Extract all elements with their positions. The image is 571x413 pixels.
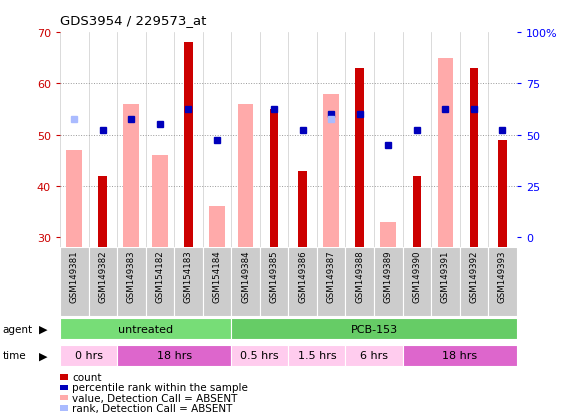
Bar <box>437 59 453 248</box>
Bar <box>298 171 307 248</box>
Bar <box>374 248 403 316</box>
Bar <box>152 156 168 248</box>
Text: GSM149393: GSM149393 <box>498 250 507 302</box>
Bar <box>231 345 288 366</box>
Text: PCB-153: PCB-153 <box>351 324 397 334</box>
Text: GSM149390: GSM149390 <box>412 250 421 302</box>
Text: GSM149385: GSM149385 <box>270 250 279 302</box>
Text: agent: agent <box>3 324 33 334</box>
Bar <box>380 222 396 248</box>
Text: GSM149391: GSM149391 <box>441 250 450 302</box>
Bar <box>60 395 69 401</box>
Text: ▶: ▶ <box>39 351 47 361</box>
Text: GSM149384: GSM149384 <box>241 250 250 302</box>
Text: 0 hrs: 0 hrs <box>74 351 103 361</box>
Bar <box>60 406 69 411</box>
Bar <box>203 248 231 316</box>
Bar <box>231 318 517 339</box>
Text: 6 hrs: 6 hrs <box>360 351 388 361</box>
Text: GSM154183: GSM154183 <box>184 250 193 302</box>
Bar <box>323 95 339 248</box>
Bar <box>123 104 139 248</box>
Bar <box>60 385 69 390</box>
Bar <box>117 345 231 366</box>
Bar <box>174 248 203 316</box>
Bar <box>117 248 146 316</box>
Bar <box>488 248 517 316</box>
Bar <box>345 345 403 366</box>
Text: 18 hrs: 18 hrs <box>156 351 192 361</box>
Bar <box>460 248 488 316</box>
Bar <box>98 176 107 248</box>
Text: GSM149388: GSM149388 <box>355 250 364 302</box>
Bar <box>146 248 174 316</box>
Bar <box>431 248 460 316</box>
Text: 0.5 hrs: 0.5 hrs <box>240 351 279 361</box>
Text: GSM149386: GSM149386 <box>298 250 307 302</box>
Bar <box>498 140 507 248</box>
Text: ▶: ▶ <box>39 324 47 334</box>
Bar <box>403 248 431 316</box>
Bar <box>317 248 345 316</box>
Bar <box>260 248 288 316</box>
Text: GSM149392: GSM149392 <box>469 250 478 302</box>
Text: GSM149381: GSM149381 <box>70 250 79 302</box>
Bar <box>345 248 374 316</box>
Bar <box>469 69 478 248</box>
Bar <box>231 248 260 316</box>
Bar <box>184 43 193 248</box>
Bar <box>288 248 317 316</box>
Bar <box>60 248 89 316</box>
Text: GSM149387: GSM149387 <box>327 250 336 302</box>
Bar <box>89 248 117 316</box>
Bar <box>270 110 279 248</box>
Text: rank, Detection Call = ABSENT: rank, Detection Call = ABSENT <box>73 403 233 413</box>
Bar <box>288 345 345 366</box>
Text: GSM154184: GSM154184 <box>212 250 222 302</box>
Text: 1.5 hrs: 1.5 hrs <box>297 351 336 361</box>
Text: GSM149383: GSM149383 <box>127 250 136 302</box>
Bar <box>66 151 82 248</box>
Text: GSM149389: GSM149389 <box>384 250 393 302</box>
Text: percentile rank within the sample: percentile rank within the sample <box>73 382 248 392</box>
Bar <box>355 69 364 248</box>
Text: value, Detection Call = ABSENT: value, Detection Call = ABSENT <box>73 393 238 403</box>
Text: 18 hrs: 18 hrs <box>442 351 477 361</box>
Bar <box>60 374 69 380</box>
Bar <box>209 207 225 248</box>
Text: GSM154182: GSM154182 <box>155 250 164 302</box>
Bar <box>238 104 254 248</box>
Text: GDS3954 / 229573_at: GDS3954 / 229573_at <box>60 14 206 27</box>
Bar <box>412 176 421 248</box>
Text: GSM149382: GSM149382 <box>98 250 107 302</box>
Text: count: count <box>73 372 102 382</box>
Bar <box>403 345 517 366</box>
Text: time: time <box>3 351 26 361</box>
Bar <box>60 318 231 339</box>
Text: untreated: untreated <box>118 324 173 334</box>
Bar <box>60 345 117 366</box>
